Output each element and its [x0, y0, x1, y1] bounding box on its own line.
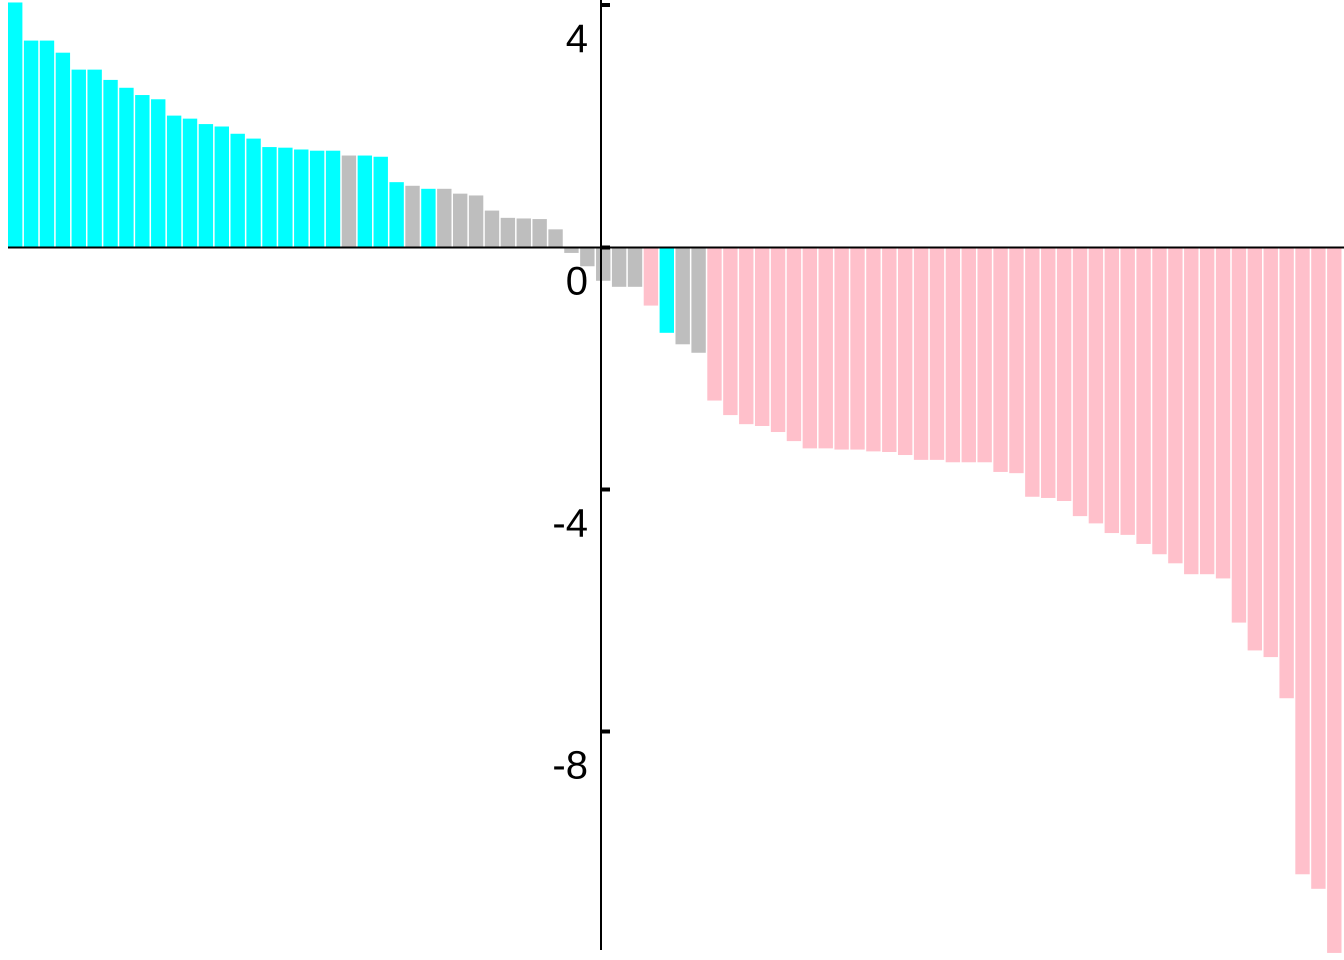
bar [754, 247, 770, 426]
bar [596, 247, 611, 281]
bar [1104, 247, 1119, 534]
bar [532, 219, 547, 248]
bar [977, 247, 992, 463]
bar [262, 147, 277, 248]
bar [1120, 247, 1135, 535]
bar [55, 52, 71, 248]
bar [453, 193, 468, 248]
bar [1231, 247, 1247, 623]
bar [580, 247, 595, 267]
bar [103, 79, 118, 248]
bar [1152, 247, 1167, 555]
bar [1009, 247, 1024, 474]
bar [913, 247, 929, 460]
bar [23, 40, 39, 248]
bar [1072, 247, 1088, 517]
bar [691, 247, 706, 353]
bar [1025, 247, 1040, 497]
bar [246, 138, 261, 248]
bar [548, 229, 563, 248]
bar [611, 247, 627, 287]
bar [786, 247, 802, 442]
bar [1215, 247, 1231, 579]
bar [405, 185, 420, 248]
bar [675, 247, 690, 345]
bar [1247, 247, 1263, 651]
bar [516, 218, 531, 248]
bar [1056, 247, 1072, 501]
bar [739, 247, 754, 425]
bar [357, 155, 373, 248]
bar [389, 182, 404, 248]
y-tick-label: -4 [552, 502, 588, 546]
bar [1311, 247, 1326, 889]
bar [182, 118, 198, 248]
bar [1199, 247, 1215, 575]
bar [214, 126, 229, 248]
bar [850, 247, 865, 450]
bar [1088, 247, 1104, 524]
bar [1279, 247, 1294, 699]
bar [882, 247, 897, 452]
bar [564, 247, 579, 253]
bar [166, 115, 182, 248]
bar [119, 87, 134, 248]
bar [484, 210, 500, 248]
bar [866, 247, 881, 452]
y-axis-ticks: 4 0 -4 -8 [552, 3, 610, 788]
axes [8, 0, 1344, 950]
bar [1295, 247, 1310, 875]
bar [500, 217, 516, 248]
bar [151, 99, 166, 248]
bar [198, 124, 214, 248]
bar [421, 188, 436, 248]
bar [818, 247, 833, 449]
bar [437, 188, 452, 248]
bar [468, 195, 484, 248]
bar [325, 150, 341, 248]
bar [1184, 247, 1199, 575]
bar [834, 247, 849, 450]
bar [929, 247, 945, 460]
bar [961, 247, 976, 463]
bar [627, 247, 643, 287]
bar [707, 247, 722, 401]
bar [1168, 247, 1183, 564]
bar [643, 247, 659, 306]
y-tick-label: 0 [566, 260, 588, 304]
bar [278, 147, 293, 248]
bar-series [8, 2, 1342, 953]
bar [993, 247, 1008, 472]
bar [659, 247, 674, 333]
bar [770, 247, 786, 433]
bar [71, 69, 86, 248]
bar [309, 150, 325, 248]
bar [723, 247, 738, 416]
bar [341, 155, 357, 248]
bar [230, 133, 245, 248]
bar [898, 247, 913, 456]
bar [294, 149, 309, 248]
bar [39, 40, 55, 248]
bar [1041, 247, 1056, 498]
y-tick-label: -8 [552, 744, 588, 788]
bar [373, 156, 388, 248]
bar [1136, 247, 1151, 544]
y-tick-label: 4 [566, 17, 588, 61]
bar [945, 247, 961, 463]
bar [135, 95, 150, 248]
bar [87, 69, 102, 248]
bar [1263, 247, 1278, 658]
bar [8, 2, 23, 248]
bar [1327, 247, 1342, 953]
bar [802, 247, 818, 449]
